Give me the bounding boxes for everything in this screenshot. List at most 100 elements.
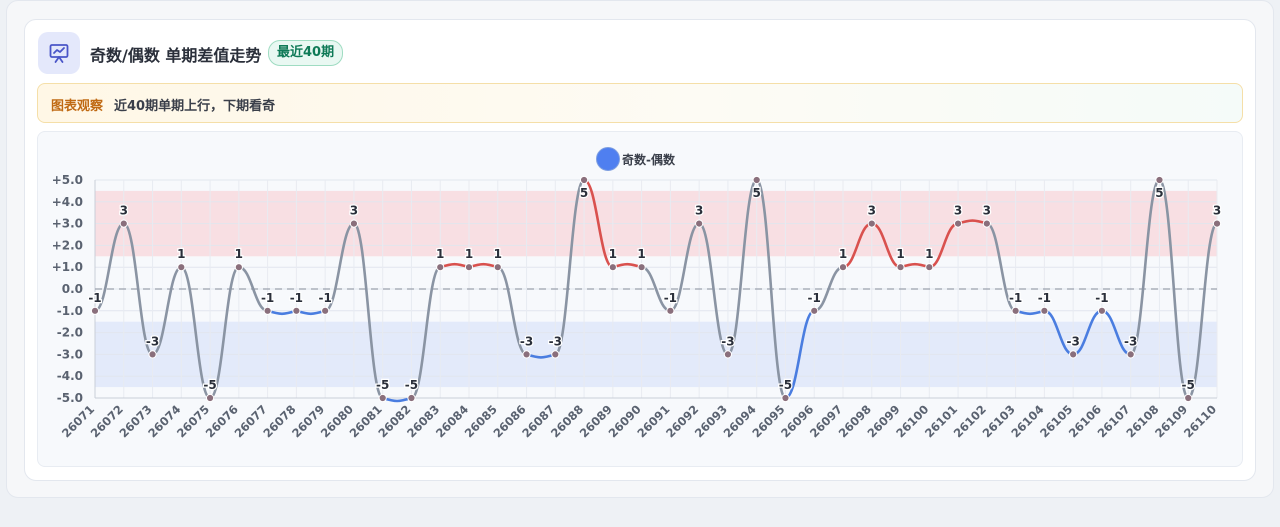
data-label: 3 (983, 204, 991, 218)
data-point (1040, 306, 1049, 315)
data-point (867, 219, 876, 228)
data-label: 3 (868, 204, 876, 218)
series-line-segment (1158, 178, 1190, 400)
y-tick-label: -3.0 (57, 347, 83, 361)
data-point (1184, 393, 1193, 403)
series-line-segment (755, 178, 787, 400)
data-label: 3 (350, 204, 358, 218)
y-tick-label: +1.0 (52, 260, 83, 274)
data-label: -5 (1182, 378, 1195, 392)
data-point (292, 306, 301, 315)
data-point (464, 263, 474, 272)
data-label: 1 (637, 247, 645, 261)
data-label: 5 (753, 186, 761, 200)
data-point (982, 219, 991, 228)
series-line-segment (93, 222, 126, 313)
observation-banner: 图表观察 近40期单期上行，下期看奇 (37, 83, 1243, 123)
data-label: -1 (88, 291, 101, 305)
data-label: -5 (779, 378, 792, 392)
data-point (407, 393, 416, 403)
x-tick-label: 26110 (1181, 402, 1219, 440)
series-line-segment (784, 309, 816, 400)
y-tick-label: -4.0 (57, 369, 83, 383)
data-point (1011, 306, 1020, 315)
observation-label: 图表观察 (51, 99, 104, 114)
series-line-segment (323, 222, 356, 313)
data-point (666, 306, 675, 315)
data-label: 5 (1155, 186, 1163, 200)
legend-swatch[interactable] (596, 147, 620, 171)
data-point (1155, 175, 1164, 185)
series-line-segment (496, 265, 528, 356)
data-point (752, 175, 761, 185)
data-point (90, 306, 100, 315)
data-label: 1 (436, 247, 444, 261)
data-point (177, 263, 186, 272)
data-label: 1 (925, 247, 933, 261)
data-label: -3 (1124, 334, 1137, 348)
data-label: -3 (721, 334, 734, 348)
series-line-segment (1186, 222, 1219, 400)
data-point (925, 263, 934, 272)
y-tick-label: +4.0 (52, 195, 83, 209)
data-point (723, 350, 733, 359)
data-label: 1 (896, 247, 904, 261)
data-point (119, 219, 128, 228)
series-line-segment (985, 222, 1017, 313)
data-point (493, 263, 502, 272)
y-tick-label: -5.0 (57, 391, 83, 405)
data-point (810, 306, 819, 315)
data-label: 3 (695, 204, 703, 218)
series-line-segment (697, 222, 730, 356)
data-point (695, 219, 704, 228)
data-label: -1 (318, 291, 331, 305)
data-label: 3 (1213, 204, 1221, 218)
series-line-segment (151, 265, 183, 356)
data-point (522, 350, 531, 359)
data-point (551, 350, 560, 359)
series-line-segment (410, 265, 442, 400)
observation-text: 近40期单期上行，下期看奇 (114, 99, 276, 114)
presentation-chart-icon (38, 32, 80, 74)
data-point (608, 263, 617, 272)
data-point (378, 393, 387, 403)
data-point (321, 306, 330, 315)
series-line-segment (122, 222, 154, 356)
data-label: -5 (405, 378, 418, 392)
data-point (1126, 350, 1135, 359)
data-label: 3 (954, 204, 962, 218)
series-line-segment (180, 265, 212, 400)
data-label: -3 (520, 334, 533, 348)
y-tick-label: 0.0 (62, 282, 83, 296)
data-label: -5 (376, 378, 389, 392)
data-point (148, 350, 157, 359)
data-point (436, 263, 445, 272)
page-title: 奇数/偶数 单期差值走势 (90, 46, 262, 65)
series-line-segment (582, 178, 615, 269)
data-label: -5 (203, 378, 216, 392)
data-label: 1 (177, 247, 185, 261)
legend-label[interactable]: 奇数-偶数 (622, 153, 675, 167)
series-line-segment (352, 222, 384, 400)
data-label: -3 (549, 334, 562, 348)
data-point (1097, 306, 1107, 315)
data-label: -1 (261, 291, 274, 305)
data-label: -3 (1066, 334, 1079, 348)
data-point (205, 393, 215, 403)
data-label: -1 (1095, 291, 1108, 305)
data-point (1212, 219, 1222, 228)
y-tick-label: -2.0 (57, 326, 83, 340)
period-badge: 最近40期 (268, 40, 344, 66)
series-line-segment (1129, 178, 1161, 356)
data-label: 1 (839, 247, 847, 261)
y-tick-label: +5.0 (52, 173, 83, 187)
y-tick-label: +3.0 (52, 217, 83, 231)
data-point (263, 306, 272, 315)
data-label: 5 (580, 186, 588, 200)
data-point (953, 219, 963, 228)
data-label: -1 (664, 291, 677, 305)
data-label: -1 (1038, 291, 1051, 305)
data-point (234, 263, 243, 272)
data-point (781, 393, 790, 403)
